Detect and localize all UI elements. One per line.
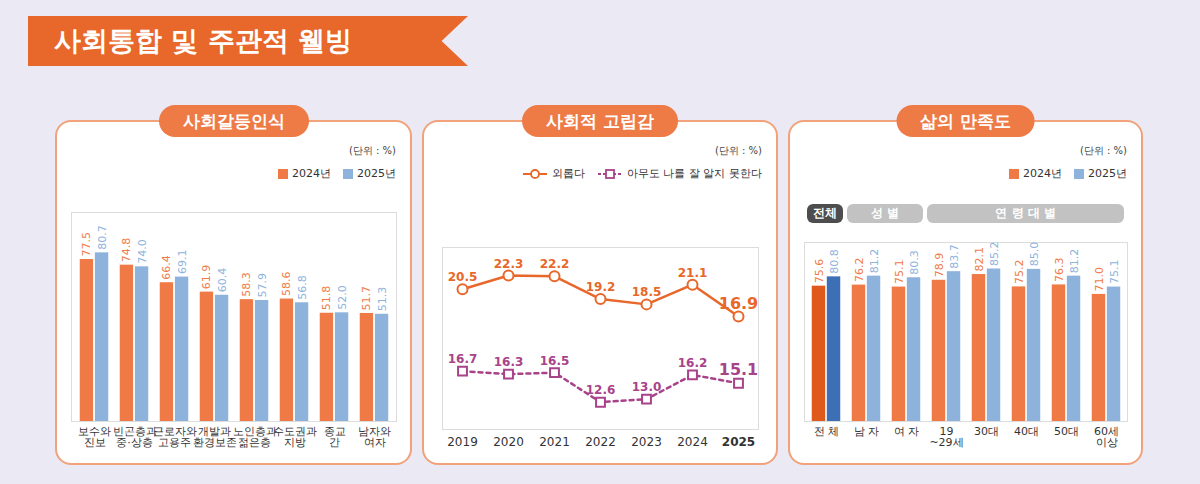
svg-text:51.7: 51.7 (360, 286, 373, 311)
svg-text:83.7: 83.7 (948, 244, 961, 269)
svg-text:22.2: 22.2 (540, 257, 570, 271)
svg-text:16.9: 16.9 (719, 294, 758, 313)
svg-text:2019: 2019 (447, 435, 478, 449)
svg-text:20.5: 20.5 (448, 270, 478, 284)
svg-text:남 자: 남 자 (854, 425, 880, 438)
svg-text:개발과환경보존: 개발과환경보존 (193, 425, 237, 449)
svg-text:71.0: 71.0 (1092, 267, 1105, 292)
svg-text:76.2: 76.2 (852, 258, 865, 283)
html-text:2024년: 2024년 (292, 167, 331, 180)
html-text:(단위 : %): (단위 : %) (715, 145, 762, 156)
svg-text:57.9: 57.9 (256, 273, 269, 298)
svg-text:51.3: 51.3 (376, 287, 389, 312)
svg-text:2025: 2025 (722, 435, 755, 449)
svg-text:85.2: 85.2 (988, 241, 1001, 266)
svg-text:노인층과젊은층: 노인층과젊은층 (233, 425, 277, 449)
svg-text:빈곤층과중·상층: 빈곤층과중·상층 (113, 425, 157, 449)
svg-text:2023: 2023 (631, 435, 662, 449)
svg-text:16.2: 16.2 (678, 356, 708, 370)
svg-text:종교간: 종교간 (324, 425, 346, 449)
html-text:연 령 대 별: 연 령 대 별 (995, 206, 1056, 220)
svg-text:12.6: 12.6 (586, 383, 616, 397)
svg-text:69.1: 69.1 (176, 250, 189, 275)
svg-text:61.9: 61.9 (200, 265, 213, 290)
svg-text:60세이상: 60세이상 (1094, 425, 1119, 449)
svg-text:81.2: 81.2 (1068, 249, 1081, 274)
svg-text:13.0: 13.0 (632, 380, 662, 394)
html-text:(단위 : %): (단위 : %) (349, 145, 396, 156)
svg-text:2022: 2022 (585, 435, 616, 449)
svg-text:2024: 2024 (677, 435, 708, 449)
svg-text:74.8: 74.8 (120, 238, 133, 263)
svg-text:보수와진보: 보수와진보 (78, 425, 111, 449)
svg-text:52.0: 52.0 (336, 285, 349, 310)
svg-text:66.4: 66.4 (160, 255, 173, 280)
html-text:사회적 고립감: 사회적 고립감 (546, 111, 654, 131)
svg-text:40대: 40대 (1014, 425, 1039, 438)
svg-text:16.3: 16.3 (494, 355, 524, 369)
svg-text:15.1: 15.1 (719, 360, 758, 379)
html-text:사회갈등인식: 사회갈등인식 (182, 111, 285, 131)
svg-text:58.6: 58.6 (280, 272, 293, 297)
svg-text:56.8: 56.8 (296, 275, 309, 300)
svg-text:58.3: 58.3 (240, 272, 253, 297)
svg-text:77.5: 77.5 (80, 232, 93, 257)
svg-text:30대: 30대 (974, 425, 999, 438)
html-text:2025년: 2025년 (1088, 167, 1127, 180)
svg-text:75.1: 75.1 (1108, 260, 1121, 285)
svg-text:2020: 2020 (493, 435, 524, 449)
svg-text:16.7: 16.7 (448, 352, 478, 366)
svg-text:76.3: 76.3 (1052, 257, 1065, 282)
svg-text:80.7: 80.7 (96, 225, 109, 250)
html-text:사회통합 및 주관적 웰빙: 사회통합 및 주관적 웰빙 (54, 25, 353, 56)
svg-text:51.8: 51.8 (320, 286, 333, 311)
html-text:(단위 : %): (단위 : %) (1080, 145, 1127, 156)
svg-text:2021: 2021 (539, 435, 570, 449)
html-text:아무도 나를 잘 알지 못한다: 아무도 나를 잘 알지 못한다 (627, 167, 762, 180)
svg-text:22.3: 22.3 (494, 257, 524, 271)
svg-text:74.0: 74.0 (136, 239, 149, 264)
svg-text:수도권과지방: 수도권과지방 (273, 425, 317, 449)
svg-text:85.0: 85.0 (1028, 242, 1041, 267)
svg-text:50대: 50대 (1054, 425, 1079, 438)
svg-text:75.2: 75.2 (1012, 259, 1025, 284)
html-text:외롭다: 외롭다 (552, 167, 585, 180)
svg-text:80.3: 80.3 (908, 250, 921, 275)
html-text:전체: 전체 (813, 206, 837, 220)
svg-text:21.1: 21.1 (678, 266, 708, 280)
svg-text:남자와여자: 남자와여자 (358, 425, 391, 449)
html-text:삶의 만족도: 삶의 만족도 (920, 111, 1011, 131)
svg-text:16.5: 16.5 (540, 354, 570, 368)
html-text:성 별: 성 별 (871, 206, 900, 220)
svg-text:60.4: 60.4 (216, 268, 229, 293)
html-text:2024년: 2024년 (1023, 167, 1062, 180)
svg-text:근로자와고용주: 근로자와고용주 (153, 425, 197, 449)
svg-text:19.2: 19.2 (586, 280, 616, 294)
svg-text:78.9: 78.9 (932, 253, 945, 277)
svg-text:82.1: 82.1 (972, 247, 985, 272)
svg-text:81.2: 81.2 (868, 249, 881, 274)
svg-text:80.8: 80.8 (828, 249, 841, 273)
svg-text:전 체: 전 체 (814, 425, 840, 438)
svg-text:18.5: 18.5 (632, 285, 662, 299)
svg-text:19~29세: 19~29세 (929, 425, 963, 449)
svg-text:75.1: 75.1 (892, 260, 905, 285)
svg-text:여 자: 여 자 (894, 425, 920, 438)
html-text:2025년: 2025년 (357, 167, 396, 180)
svg-text:75.6: 75.6 (812, 259, 825, 284)
